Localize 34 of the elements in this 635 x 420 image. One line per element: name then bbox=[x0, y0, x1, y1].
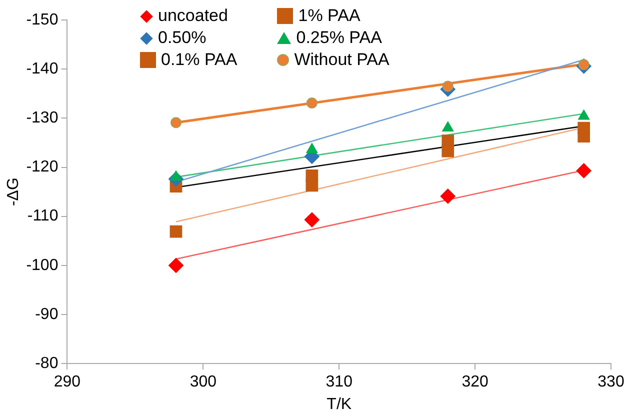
y-tick-label: -110 bbox=[27, 208, 58, 225]
y-axis-title: -ΔG bbox=[5, 178, 22, 206]
point bbox=[576, 163, 592, 178]
point bbox=[578, 122, 590, 134]
point bbox=[168, 258, 184, 273]
legend-label: Without PAA bbox=[294, 50, 390, 70]
legend-label: 0.25% PAA bbox=[296, 28, 382, 48]
y-tick-label: -120 bbox=[26, 158, 58, 176]
point bbox=[578, 110, 590, 120]
point bbox=[304, 212, 320, 228]
legend-label: 0.50% bbox=[158, 28, 206, 48]
point bbox=[442, 144, 454, 158]
point bbox=[306, 143, 318, 154]
y-tick-label: -100 bbox=[26, 256, 58, 274]
y-tick-label: -140 bbox=[26, 60, 58, 78]
point bbox=[170, 225, 182, 238]
y-tick-label: -80 bbox=[35, 355, 58, 372]
point bbox=[170, 117, 182, 128]
point bbox=[440, 188, 456, 204]
y-tick-label: -130 bbox=[26, 110, 58, 127]
point bbox=[306, 97, 318, 108]
y-tick-label: -90 bbox=[35, 306, 58, 323]
x-tick-label: 290 bbox=[54, 374, 81, 391]
x-tick-label: 310 bbox=[326, 374, 353, 391]
y-tick-label: -150 bbox=[26, 11, 58, 28]
point bbox=[442, 80, 454, 92]
x-tick-label: 300 bbox=[190, 374, 217, 391]
point bbox=[306, 169, 318, 182]
legend-label: 0.1% PAA bbox=[161, 50, 238, 70]
legend-label: uncoated bbox=[158, 6, 228, 26]
x-axis-title: T/K bbox=[326, 396, 352, 413]
legend-label: 1% PAA bbox=[298, 6, 360, 26]
x-tick-label: 330 bbox=[598, 374, 624, 391]
x-tick-label: 320 bbox=[462, 374, 488, 391]
